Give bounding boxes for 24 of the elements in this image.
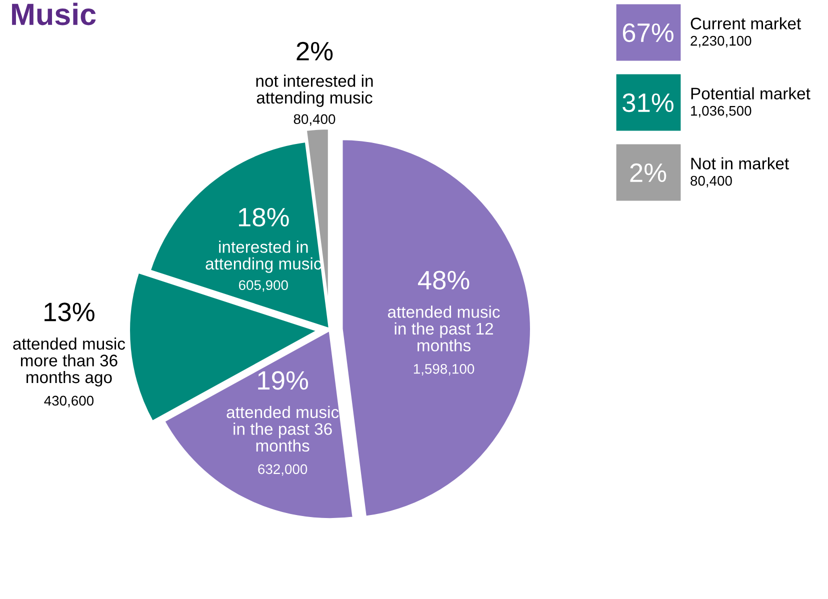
slice-label: attended music more than 36 months ago bbox=[13, 337, 126, 386]
data-label: 19% bbox=[258, 371, 308, 390]
text: 80,400 bbox=[690, 176, 732, 188]
text: 67% bbox=[622, 23, 674, 42]
category-label: Current market bbox=[690, 17, 802, 30]
text: 80,400 bbox=[294, 114, 336, 126]
text: 1,036,500 bbox=[691, 106, 752, 118]
data-label: 2% bbox=[296, 42, 333, 60]
text: 430,600 bbox=[44, 396, 94, 408]
data-label: 18% bbox=[238, 208, 289, 227]
data-label: 48% bbox=[418, 270, 470, 290]
text: 605,900 bbox=[238, 280, 288, 292]
text: 1,598,100 bbox=[414, 364, 474, 376]
slice-label: not interested in attending music bbox=[256, 74, 373, 107]
text: 2,230,100 bbox=[690, 36, 752, 48]
chart-title: Music bbox=[12, 2, 96, 26]
text: 31% bbox=[622, 93, 674, 112]
category-label: Not in market bbox=[691, 157, 789, 170]
text: 632,000 bbox=[258, 464, 308, 476]
text: 2% bbox=[630, 163, 666, 182]
category-label: Potential market bbox=[691, 87, 810, 100]
slice-label: attended music in the past 12 months bbox=[388, 306, 500, 352]
slice-label: attended music in the past 36 months bbox=[226, 406, 339, 452]
data-label: 13% bbox=[44, 302, 94, 322]
